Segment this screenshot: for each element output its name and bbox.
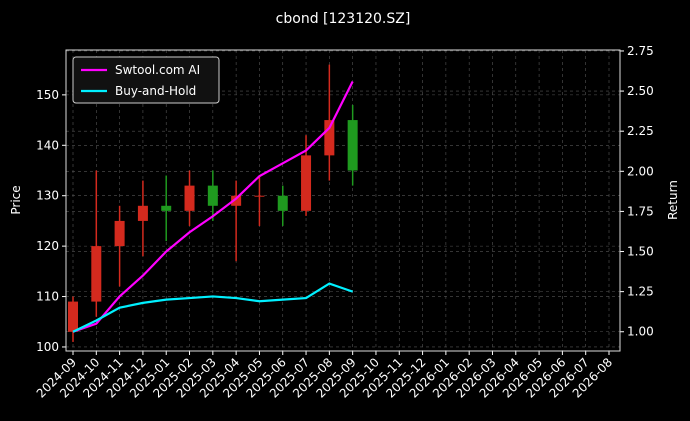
- candle-body: [184, 185, 195, 211]
- y2-tick-label: 1.50: [627, 245, 654, 259]
- candle-body: [91, 246, 102, 302]
- return-line: [72, 282, 354, 333]
- candle-body: [347, 120, 358, 171]
- candle-body: [254, 195, 265, 197]
- y2-tick-label: 1.25: [627, 285, 654, 299]
- candle-body: [324, 120, 335, 156]
- y-tick-label: 150: [36, 88, 59, 102]
- candle-body: [207, 185, 218, 206]
- candle-body: [68, 301, 78, 332]
- legend-label: Buy-and-Hold: [115, 84, 196, 98]
- y-tick-label: 140: [36, 138, 59, 152]
- y-tick-label: 130: [36, 189, 59, 203]
- y-tick-label: 100: [36, 340, 59, 354]
- candle-body: [161, 205, 172, 211]
- candle-body: [137, 205, 148, 221]
- legend: Swtool.com AI Buy-and-Hold: [72, 56, 220, 104]
- return-line: [72, 80, 354, 333]
- candle-body: [277, 195, 288, 211]
- y-axis-label: Price: [9, 185, 23, 214]
- y-tick-label: 120: [36, 239, 59, 253]
- y-tick-label: 110: [36, 290, 59, 304]
- y2-tick-label: 2.25: [627, 124, 654, 138]
- legend-box: [72, 56, 220, 104]
- chart-title: cbond [123120.SZ]: [276, 11, 411, 27]
- candle-body: [231, 195, 242, 206]
- y2-tick-label: 2.75: [627, 44, 654, 58]
- y2-tick-label: 1.00: [627, 325, 654, 339]
- y2-tick-label: 2.50: [627, 84, 654, 98]
- y2-tick-label: 1.75: [627, 204, 654, 218]
- candle-body: [114, 220, 125, 247]
- candle-body: [301, 155, 312, 211]
- y2-tick-label: 2.00: [627, 164, 654, 178]
- y2-axis-label: Return: [666, 180, 680, 220]
- plot-frame: [65, 49, 621, 352]
- legend-label: Swtool.com AI: [115, 63, 200, 77]
